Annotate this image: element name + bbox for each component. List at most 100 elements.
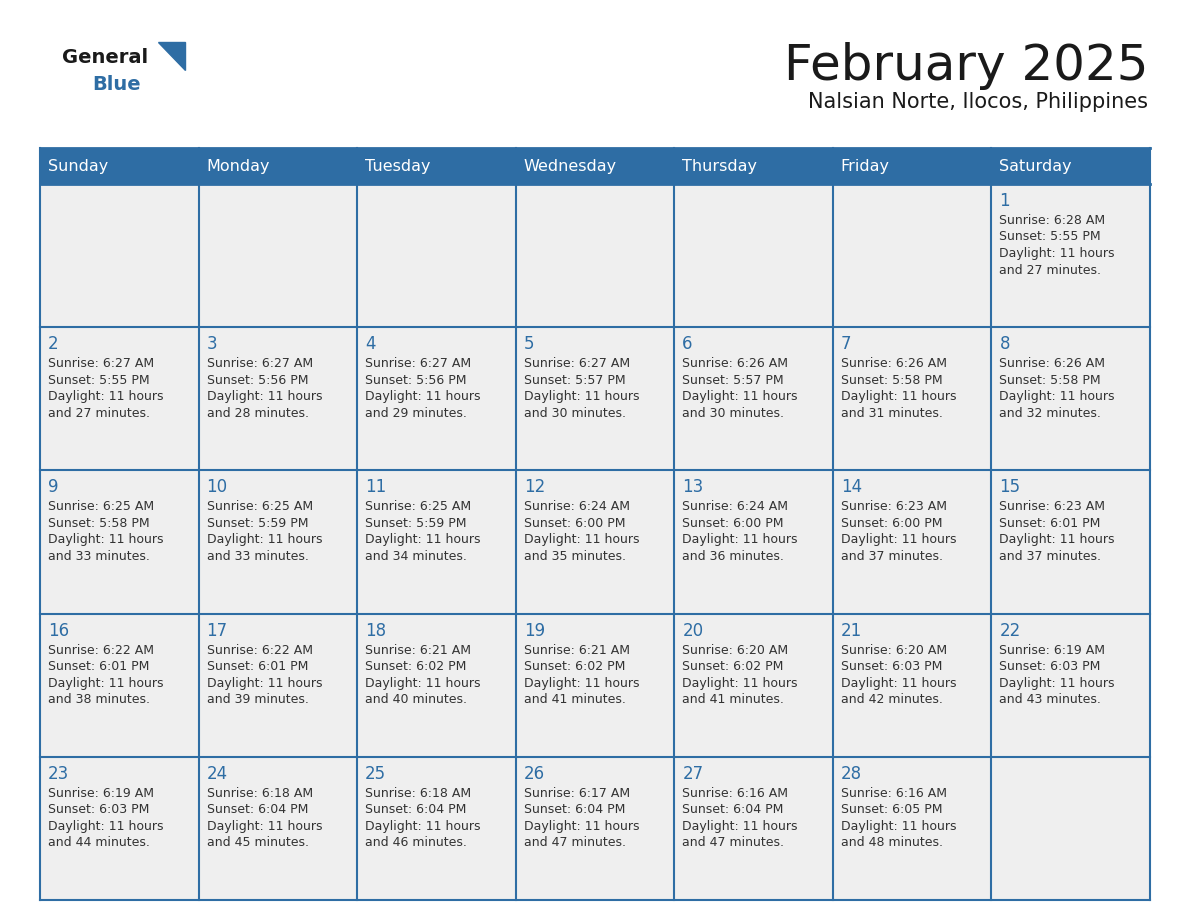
Bar <box>40 184 198 327</box>
Text: and 47 minutes.: and 47 minutes. <box>682 836 784 849</box>
Text: Sunset: 6:01 PM: Sunset: 6:01 PM <box>48 660 150 673</box>
Text: Daylight: 11 hours: Daylight: 11 hours <box>999 533 1114 546</box>
Bar <box>40 756 198 900</box>
Text: Sunset: 6:02 PM: Sunset: 6:02 PM <box>524 660 625 673</box>
Bar <box>992 327 1150 470</box>
Text: and 30 minutes.: and 30 minutes. <box>524 407 626 420</box>
Text: Sunrise: 6:25 AM: Sunrise: 6:25 AM <box>207 500 312 513</box>
Text: Daylight: 11 hours: Daylight: 11 hours <box>524 677 639 689</box>
Text: Sunset: 6:04 PM: Sunset: 6:04 PM <box>682 803 784 816</box>
Text: Sunrise: 6:27 AM: Sunrise: 6:27 AM <box>207 357 312 370</box>
Text: Sunset: 6:03 PM: Sunset: 6:03 PM <box>999 660 1101 673</box>
Text: Daylight: 11 hours: Daylight: 11 hours <box>682 533 798 546</box>
Text: Sunset: 5:58 PM: Sunset: 5:58 PM <box>999 374 1101 386</box>
Text: Sunrise: 6:20 AM: Sunrise: 6:20 AM <box>841 644 947 656</box>
Text: and 34 minutes.: and 34 minutes. <box>365 550 467 563</box>
Text: 13: 13 <box>682 478 703 497</box>
Text: and 44 minutes.: and 44 minutes. <box>48 836 150 849</box>
Text: Nalsian Norte, Ilocos, Philippines: Nalsian Norte, Ilocos, Philippines <box>808 92 1148 112</box>
Text: Saturday: Saturday <box>999 159 1072 174</box>
Text: Daylight: 11 hours: Daylight: 11 hours <box>841 820 956 833</box>
Text: and 31 minutes.: and 31 minutes. <box>841 407 943 420</box>
Text: Sunset: 6:00 PM: Sunset: 6:00 PM <box>841 517 942 530</box>
Text: and 41 minutes.: and 41 minutes. <box>682 693 784 706</box>
Text: and 39 minutes.: and 39 minutes. <box>207 693 309 706</box>
Text: Daylight: 11 hours: Daylight: 11 hours <box>999 390 1114 403</box>
Bar <box>40 148 1150 184</box>
Text: and 48 minutes.: and 48 minutes. <box>841 836 943 849</box>
Bar <box>358 756 516 900</box>
Bar <box>992 613 1150 756</box>
Text: Sunset: 6:01 PM: Sunset: 6:01 PM <box>999 517 1101 530</box>
Text: Daylight: 11 hours: Daylight: 11 hours <box>841 390 956 403</box>
Text: and 42 minutes.: and 42 minutes. <box>841 693 943 706</box>
Text: Monday: Monday <box>207 159 270 174</box>
Text: 16: 16 <box>48 621 69 640</box>
Text: and 37 minutes.: and 37 minutes. <box>841 550 943 563</box>
Bar <box>516 470 675 613</box>
Text: 19: 19 <box>524 621 545 640</box>
Text: Sunset: 6:02 PM: Sunset: 6:02 PM <box>365 660 467 673</box>
Text: Daylight: 11 hours: Daylight: 11 hours <box>999 247 1114 260</box>
Text: Daylight: 11 hours: Daylight: 11 hours <box>207 820 322 833</box>
Bar <box>833 184 992 327</box>
Bar <box>358 184 516 327</box>
Text: Sunset: 6:01 PM: Sunset: 6:01 PM <box>207 660 308 673</box>
Text: Daylight: 11 hours: Daylight: 11 hours <box>682 677 798 689</box>
Text: Sunrise: 6:26 AM: Sunrise: 6:26 AM <box>999 357 1105 370</box>
Bar <box>40 470 198 613</box>
Text: Tuesday: Tuesday <box>365 159 430 174</box>
Text: Daylight: 11 hours: Daylight: 11 hours <box>682 820 798 833</box>
Text: and 47 minutes.: and 47 minutes. <box>524 836 626 849</box>
Text: and 29 minutes.: and 29 minutes. <box>365 407 467 420</box>
Text: 17: 17 <box>207 621 228 640</box>
Text: Daylight: 11 hours: Daylight: 11 hours <box>207 677 322 689</box>
Text: Sunrise: 6:19 AM: Sunrise: 6:19 AM <box>999 644 1105 656</box>
Text: Sunrise: 6:23 AM: Sunrise: 6:23 AM <box>841 500 947 513</box>
Text: 15: 15 <box>999 478 1020 497</box>
Text: Daylight: 11 hours: Daylight: 11 hours <box>48 390 164 403</box>
Text: Blue: Blue <box>91 75 140 94</box>
Bar <box>198 184 358 327</box>
Text: and 43 minutes.: and 43 minutes. <box>999 693 1101 706</box>
Text: 1: 1 <box>999 192 1010 210</box>
Text: Daylight: 11 hours: Daylight: 11 hours <box>524 390 639 403</box>
Text: Daylight: 11 hours: Daylight: 11 hours <box>365 677 481 689</box>
Bar <box>675 327 833 470</box>
Bar <box>516 756 675 900</box>
Bar <box>992 756 1150 900</box>
Text: and 36 minutes.: and 36 minutes. <box>682 550 784 563</box>
Bar <box>833 470 992 613</box>
Text: 20: 20 <box>682 621 703 640</box>
Text: Sunday: Sunday <box>48 159 108 174</box>
Text: 4: 4 <box>365 335 375 353</box>
Text: Daylight: 11 hours: Daylight: 11 hours <box>841 533 956 546</box>
Text: 2: 2 <box>48 335 58 353</box>
Text: Sunset: 6:03 PM: Sunset: 6:03 PM <box>841 660 942 673</box>
Text: Sunset: 6:02 PM: Sunset: 6:02 PM <box>682 660 784 673</box>
Text: and 33 minutes.: and 33 minutes. <box>207 550 309 563</box>
Text: General: General <box>62 48 148 67</box>
Text: 28: 28 <box>841 765 862 783</box>
Text: 9: 9 <box>48 478 58 497</box>
Text: 12: 12 <box>524 478 545 497</box>
Text: Daylight: 11 hours: Daylight: 11 hours <box>48 533 164 546</box>
Text: Sunrise: 6:20 AM: Sunrise: 6:20 AM <box>682 644 789 656</box>
Text: Daylight: 11 hours: Daylight: 11 hours <box>207 390 322 403</box>
Bar <box>833 756 992 900</box>
Text: Sunset: 6:03 PM: Sunset: 6:03 PM <box>48 803 150 816</box>
Text: Sunrise: 6:18 AM: Sunrise: 6:18 AM <box>207 787 312 800</box>
Text: Sunset: 5:55 PM: Sunset: 5:55 PM <box>999 230 1101 243</box>
Bar <box>992 470 1150 613</box>
Text: Friday: Friday <box>841 159 890 174</box>
Text: Sunrise: 6:16 AM: Sunrise: 6:16 AM <box>841 787 947 800</box>
Text: Daylight: 11 hours: Daylight: 11 hours <box>999 677 1114 689</box>
Text: Sunrise: 6:27 AM: Sunrise: 6:27 AM <box>365 357 472 370</box>
Text: 25: 25 <box>365 765 386 783</box>
Text: Daylight: 11 hours: Daylight: 11 hours <box>682 390 798 403</box>
Text: Daylight: 11 hours: Daylight: 11 hours <box>207 533 322 546</box>
Text: Sunset: 5:58 PM: Sunset: 5:58 PM <box>48 517 150 530</box>
Bar <box>833 327 992 470</box>
Text: Sunset: 5:59 PM: Sunset: 5:59 PM <box>365 517 467 530</box>
Text: Sunrise: 6:27 AM: Sunrise: 6:27 AM <box>48 357 154 370</box>
